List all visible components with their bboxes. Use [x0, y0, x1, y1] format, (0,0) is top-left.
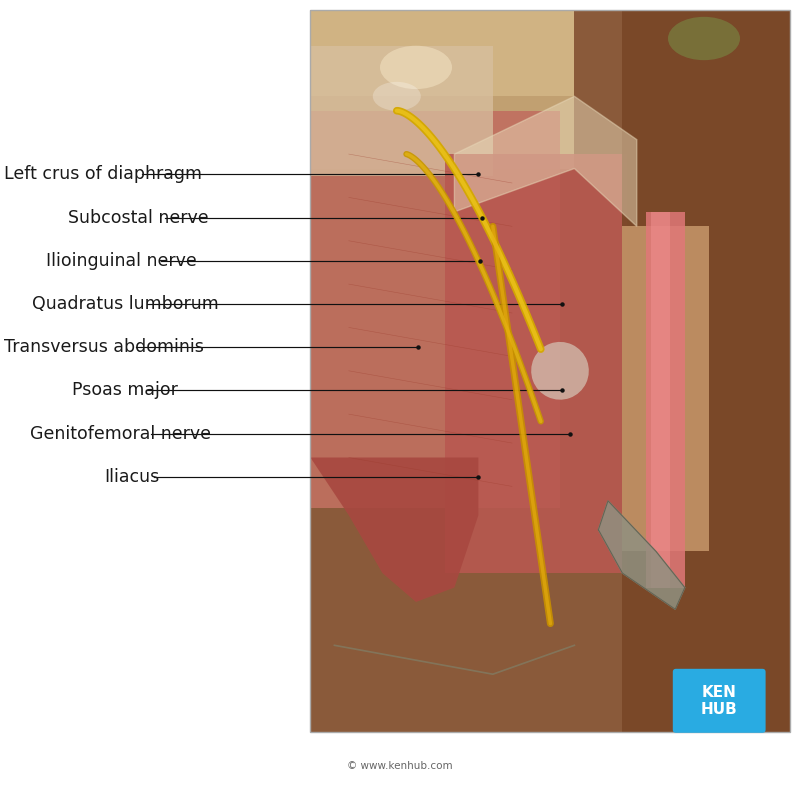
- Bar: [310, 46, 493, 176]
- Bar: [651, 212, 670, 587]
- Bar: [646, 212, 685, 587]
- Bar: [310, 10, 574, 96]
- Bar: [622, 10, 790, 732]
- Text: Quadratus lumborum: Quadratus lumborum: [32, 295, 218, 313]
- Bar: [622, 226, 709, 551]
- Bar: [310, 10, 574, 169]
- Ellipse shape: [380, 46, 452, 89]
- Text: © www.kenhub.com: © www.kenhub.com: [347, 761, 453, 770]
- Bar: [310, 110, 560, 508]
- Text: Ilioinguinal nerve: Ilioinguinal nerve: [46, 252, 197, 270]
- Bar: [310, 10, 790, 732]
- FancyBboxPatch shape: [673, 669, 766, 733]
- Bar: [310, 10, 790, 732]
- Polygon shape: [310, 458, 478, 602]
- Ellipse shape: [531, 342, 589, 400]
- Text: KEN
HUB: KEN HUB: [701, 685, 738, 717]
- Polygon shape: [598, 501, 685, 609]
- Text: Psoas major: Psoas major: [72, 382, 178, 399]
- Ellipse shape: [373, 82, 421, 110]
- Bar: [445, 154, 627, 573]
- Text: Iliacus: Iliacus: [104, 468, 159, 486]
- Ellipse shape: [668, 17, 740, 60]
- Text: Genitofemoral nerve: Genitofemoral nerve: [30, 425, 211, 442]
- Text: Transversus abdominis: Transversus abdominis: [4, 338, 204, 356]
- Polygon shape: [454, 96, 637, 226]
- Text: Subcostal nerve: Subcostal nerve: [68, 209, 209, 226]
- Text: Left crus of diaphragm: Left crus of diaphragm: [4, 166, 202, 183]
